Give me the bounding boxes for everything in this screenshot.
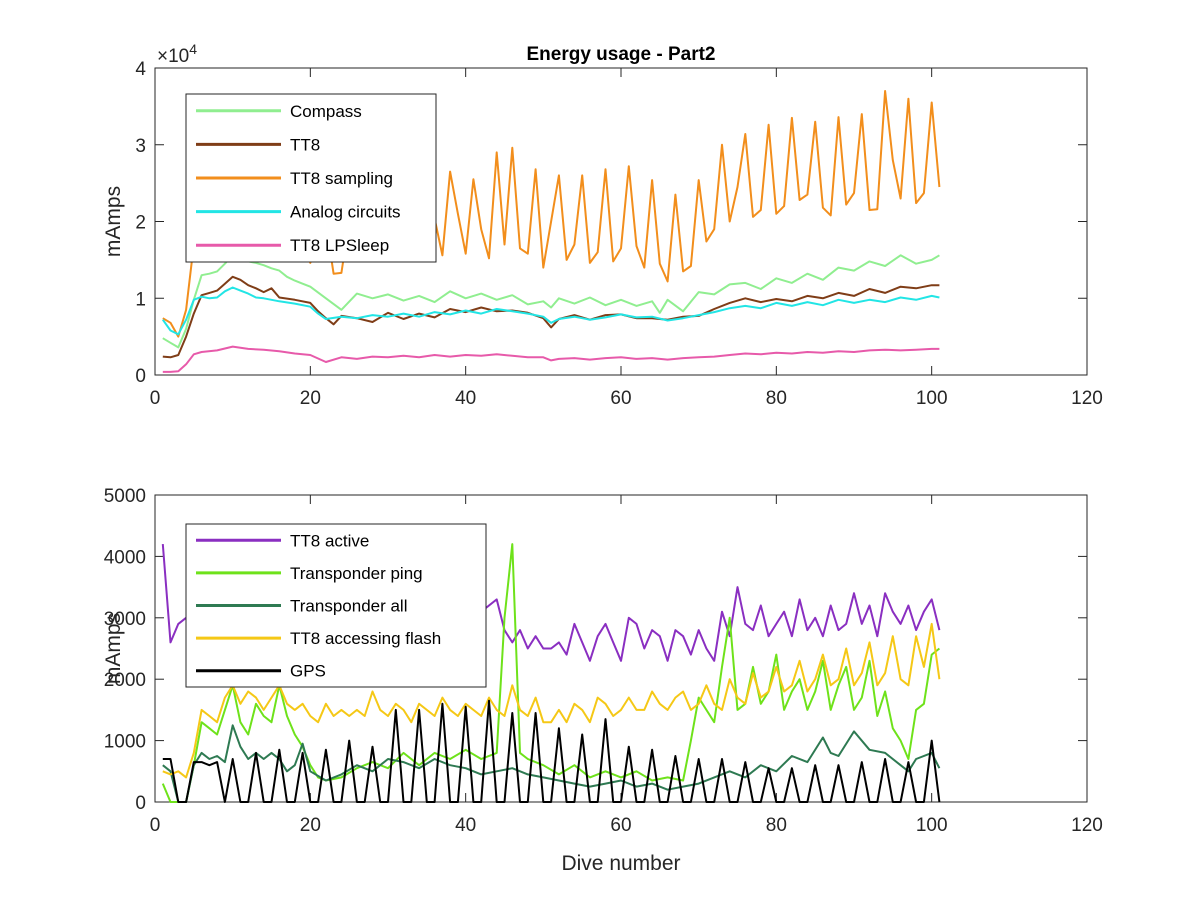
- y-tick-label: 1000: [104, 732, 146, 753]
- series-line-tt8-accessing-flash: [162, 622, 941, 779]
- x-tick-label: 60: [610, 815, 631, 836]
- legend-entry-label: TT8 sampling: [290, 169, 393, 188]
- y-tick-label: 4: [135, 59, 146, 80]
- bottom-chart-y-axis-label: mAmps: [102, 613, 125, 684]
- y-tick-label: 2000: [104, 670, 146, 691]
- bottom-chart-legend: TT8 active Transponder ping Transponder al…: [185, 523, 487, 688]
- x-tick-label: 120: [1071, 388, 1103, 409]
- top-chart: 0 20 40 60 80 100 120 0 1 2 3 4 Energy usage - Par…: [102, 41, 1103, 409]
- x-tick-label: 20: [300, 815, 321, 836]
- bottom-chart-x-axis-label: Dive number: [561, 852, 680, 875]
- top-chart-y-exponent-label: ×104: [157, 41, 197, 67]
- legend-entry-label: TT8 active: [290, 531, 369, 550]
- series-line-analog-circuits: [161, 286, 940, 336]
- series-line-gps: [162, 699, 941, 803]
- top-chart-y-ticks: 0 1 2 3 4: [135, 59, 1087, 387]
- x-tick-label: 0: [150, 815, 161, 836]
- y-tick-label: 0: [135, 366, 146, 387]
- legend-entry-label: Analog circuits: [290, 203, 401, 222]
- top-chart-legend: Compass TT8 TT8 sampling Analog circuits TT8…: [185, 93, 437, 263]
- x-tick-label: 100: [916, 815, 948, 836]
- y-tick-label: 4000: [104, 547, 146, 568]
- bottom-chart-x-ticks: 0 20 40 60 80 100 120: [150, 495, 1103, 836]
- legend-entry-label: TT8 accessing flash: [290, 629, 441, 648]
- series-line-transponder-ping: [161, 543, 941, 803]
- legend-entry-label: Transponder all: [290, 597, 408, 616]
- y-tick-label: 3000: [104, 609, 146, 630]
- x-tick-label: 20: [300, 388, 321, 409]
- y-tick-label: 5000: [104, 486, 146, 507]
- x-tick-label: 40: [455, 815, 476, 836]
- x-tick-label: 40: [455, 388, 476, 409]
- x-tick-label: 60: [610, 388, 631, 409]
- top-chart-y-axis-label: mAmps: [102, 186, 125, 257]
- x-tick-label: 100: [916, 388, 948, 409]
- x-tick-label: 80: [766, 388, 787, 409]
- top-chart-x-ticks: 0 20 40 60 80 100 120: [150, 68, 1103, 409]
- bottom-chart: 0 20 40 60 80 100 120 0 1000 2000 3000 4000 5000 Di…: [102, 486, 1103, 875]
- legend-entry-label: TT8 LPSleep: [290, 236, 389, 255]
- legend-entry-label: TT8: [290, 135, 320, 154]
- bottom-chart-y-ticks: 0 1000 2000 3000 4000 5000: [104, 486, 1087, 814]
- legend-entry-label: Compass: [290, 102, 362, 121]
- legend-entry-label: GPS: [290, 662, 326, 681]
- series-line-tt8-lpsleep: [162, 345, 940, 373]
- exponent-power: 4: [189, 41, 197, 57]
- y-tick-label: 2: [135, 213, 146, 234]
- y-tick-label: 0: [135, 793, 146, 814]
- top-chart-title: Energy usage - Part2: [526, 44, 715, 65]
- legend-entry-label: Transponder ping: [290, 564, 423, 583]
- x-tick-label: 120: [1071, 815, 1103, 836]
- top-chart-series: [161, 90, 941, 373]
- exponent-base: ×10: [157, 46, 189, 67]
- series-line-transponder-all: [162, 724, 941, 803]
- y-tick-label: 3: [135, 136, 146, 157]
- y-tick-label: 1: [135, 289, 146, 310]
- series-line-tt8: [162, 275, 940, 359]
- x-tick-label: 0: [150, 388, 161, 409]
- x-tick-label: 80: [766, 815, 787, 836]
